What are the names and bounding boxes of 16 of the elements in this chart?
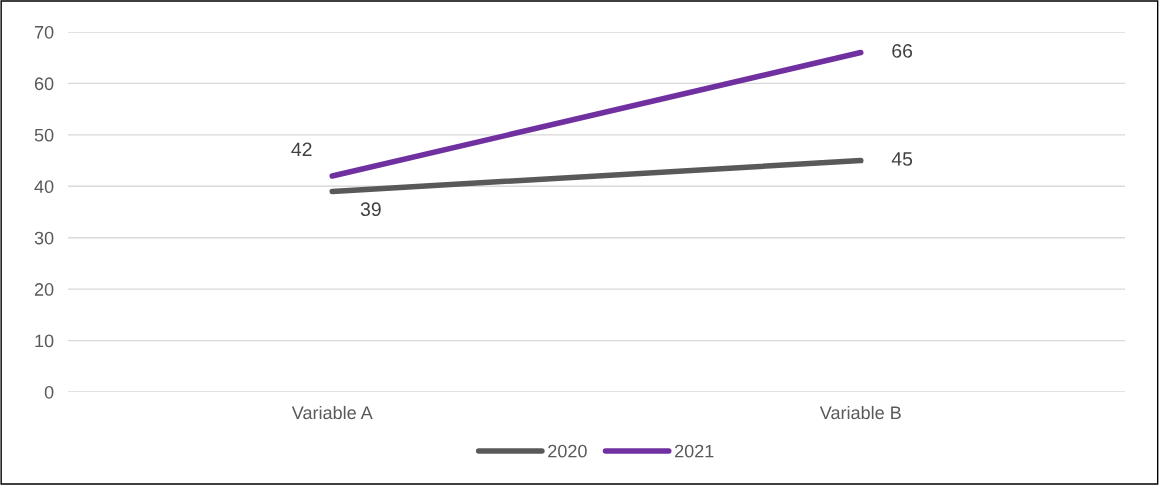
data-label: 42 — [291, 142, 312, 157]
y-tick-label: 10 — [35, 334, 54, 348]
y-tick-label: 70 — [34, 25, 54, 39]
y-tick-label: 30 — [34, 231, 54, 245]
data-label: 66 — [892, 44, 913, 58]
y-tick-label: 0 — [44, 385, 54, 399]
y-tick-label: 40 — [34, 180, 54, 194]
data-label: 45 — [891, 152, 913, 166]
legend-label: 2021 — [675, 444, 714, 458]
x-tick-label: Variable A — [291, 405, 373, 420]
x-tick-label: Variable B — [819, 405, 901, 420]
legend-label: 2020 — [548, 444, 587, 458]
y-tick-label: 20 — [34, 283, 54, 296]
y-tick-label: 50 — [34, 128, 54, 142]
y-tick-label: 60 — [34, 77, 54, 91]
data-label: 39 — [360, 202, 381, 217]
